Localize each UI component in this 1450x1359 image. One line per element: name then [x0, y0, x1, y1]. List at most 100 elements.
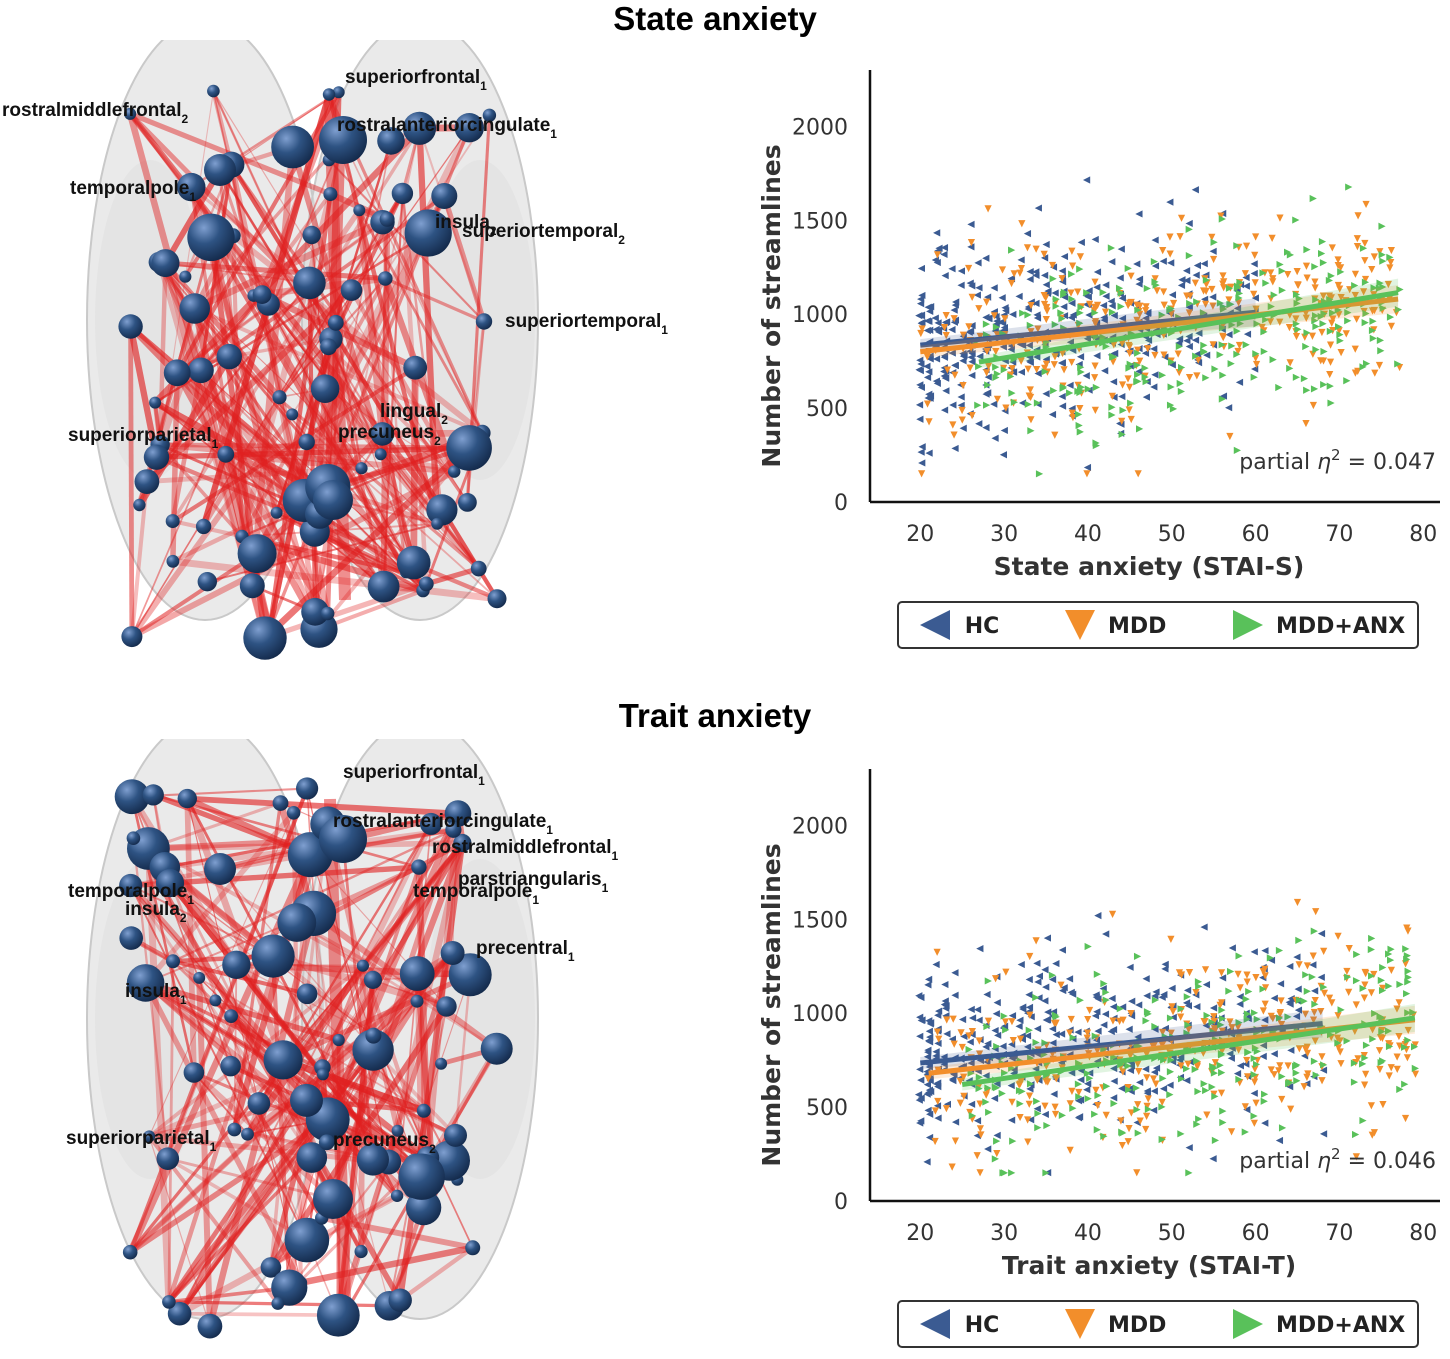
data-point: [1193, 350, 1202, 358]
brain-edge: [156, 445, 470, 460]
data-point: [1362, 360, 1371, 368]
data-point: [1026, 1080, 1035, 1088]
data-point: [1143, 1050, 1151, 1058]
data-point: [992, 348, 1000, 356]
data-point: [1125, 406, 1133, 414]
brain-node: [475, 313, 493, 330]
data-point: [1084, 1095, 1092, 1103]
data-point: [1334, 1039, 1342, 1047]
brain-node: [197, 572, 217, 592]
data-point: [1026, 952, 1034, 961]
data-point: [1032, 937, 1040, 945]
data-point: [1150, 345, 1158, 353]
data-point: [1208, 285, 1216, 294]
data-point: [1109, 378, 1118, 386]
data-point: [1401, 1043, 1409, 1051]
brain-node: [318, 1134, 335, 1151]
data-point: [1367, 989, 1376, 997]
data-point: [1058, 267, 1066, 275]
data-point: [1200, 260, 1208, 268]
data-point: [1209, 247, 1217, 255]
brain-edge: [129, 885, 308, 1241]
data-point: [1236, 1062, 1244, 1070]
data-point: [1243, 1073, 1252, 1081]
data-point: [1217, 969, 1226, 977]
data-point: [1127, 1109, 1135, 1117]
brain-node: [134, 469, 160, 494]
data-point: [1386, 313, 1395, 321]
data-point: [918, 470, 926, 478]
data-point: [1177, 1053, 1185, 1061]
data-point: [1216, 1061, 1224, 1069]
data-point: [951, 1118, 960, 1126]
brain-node: [124, 107, 137, 120]
data-point: [1259, 968, 1267, 976]
brain-node: [355, 462, 368, 475]
data-point: [983, 401, 991, 409]
data-point: [1119, 1068, 1127, 1076]
data-point: [1151, 236, 1159, 244]
data-point: [1042, 1169, 1050, 1177]
data-point: [1328, 999, 1336, 1007]
brain-edge: [199, 164, 234, 371]
data-point: [1067, 1015, 1075, 1024]
data-point: [1016, 269, 1024, 277]
data-point: [1144, 309, 1152, 318]
data-point: [1032, 1065, 1040, 1073]
brain-edge: [454, 974, 472, 1136]
data-point: [1085, 287, 1093, 295]
data-point: [1303, 1049, 1312, 1057]
data-point: [1359, 1116, 1367, 1125]
regression-line: [920, 1021, 1323, 1066]
data-point: [1167, 383, 1175, 391]
brain-edge: [372, 979, 447, 1008]
brain-region-label: superiortemporal2: [462, 221, 625, 247]
data-point: [1091, 406, 1099, 415]
data-point: [1017, 960, 1025, 969]
data-point: [957, 267, 965, 275]
data-point: [1184, 1002, 1193, 1010]
data-point: [1353, 950, 1361, 958]
data-point: [1294, 1006, 1303, 1014]
data-point: [1058, 402, 1067, 410]
data-point: [1244, 1049, 1252, 1057]
brain-node: [388, 1288, 412, 1312]
data-point: [1052, 1075, 1060, 1083]
data-point: [982, 424, 990, 432]
data-point: [1109, 1003, 1118, 1011]
data-point: [958, 406, 966, 415]
data-point: [1250, 1054, 1258, 1063]
brain-node: [155, 869, 185, 898]
data-point: [1177, 1130, 1185, 1138]
brain-node: [122, 1244, 138, 1260]
data-point: [1143, 1074, 1151, 1082]
data-point: [1185, 969, 1194, 977]
data-point: [1066, 389, 1074, 397]
data-point: [1262, 316, 1270, 324]
data-point: [1108, 411, 1116, 419]
data-point: [1118, 417, 1126, 425]
data-point: [1077, 368, 1085, 376]
data-point: [1320, 983, 1328, 991]
data-point: [1042, 360, 1050, 368]
data-point: [975, 1073, 983, 1081]
data-point: [1023, 244, 1032, 252]
brain-edge: [267, 193, 333, 630]
data-point: [1178, 276, 1186, 284]
data-point: [1033, 1105, 1041, 1113]
data-point: [917, 448, 925, 456]
brain-node: [313, 1179, 353, 1219]
data-point: [1337, 294, 1345, 302]
data-point: [942, 311, 950, 320]
data-point: [968, 349, 976, 358]
brain-node: [404, 209, 452, 257]
data-point: [1217, 212, 1225, 220]
data-point: [923, 1158, 931, 1166]
brain-region-label: precuneus2: [333, 1130, 436, 1156]
brain-region-labels: superiorfrontal1rostralanteriorcingulate…: [66, 762, 618, 1156]
data-point: [1312, 346, 1320, 354]
data-point: [1241, 1128, 1249, 1136]
brain-edge: [397, 842, 466, 1301]
x-tick-label: 40: [1074, 522, 1102, 547]
brain-region-label: insula1: [125, 981, 187, 1007]
